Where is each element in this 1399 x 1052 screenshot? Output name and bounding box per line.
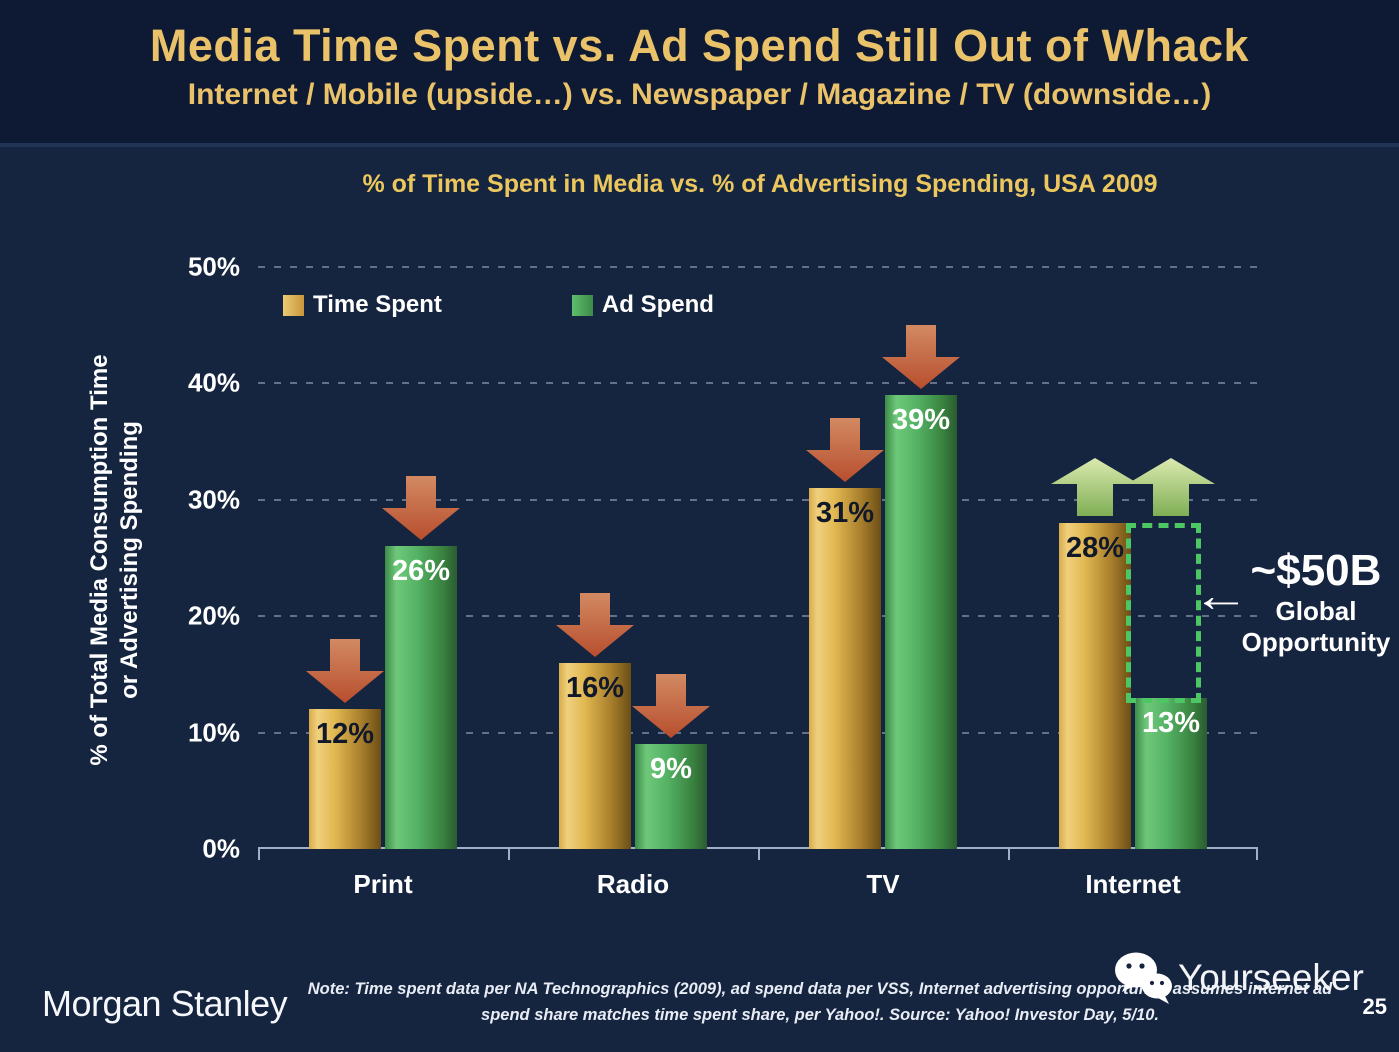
legend-label-time-spent: Time Spent [313, 291, 442, 318]
y-axis-title-line2: or Advertising Spending [116, 421, 143, 699]
page-number: 25 [1362, 994, 1387, 1019]
time-spent-swatch-icon [283, 294, 304, 316]
down-arrow-icon-radio-time-spent [556, 592, 634, 662]
arrow-Radio-0 [556, 592, 634, 657]
slide-header: Media Time Spent vs. Ad Spend Still Out … [0, 0, 1399, 147]
arrow-Internet-0 [1051, 458, 1139, 517]
chart-title: % of Time Spent in Media vs. % of Advert… [362, 170, 1158, 198]
down-arrow-icon-radio-ad-spend [632, 674, 710, 743]
annotation-value: ~$50B [1250, 546, 1382, 595]
y-tick-label-10: 10% [187, 717, 240, 748]
arrow-Print-0 [306, 639, 384, 704]
x-category-label-internet: Internet [1085, 869, 1181, 899]
ad-spend-swatch-icon [571, 294, 593, 316]
y-tick-label-50: 50% [187, 251, 240, 282]
x-category-label-tv: TV [866, 869, 900, 899]
arrow-Print-1 [382, 476, 460, 541]
up-arrow-icon-internet-time-spent [1051, 458, 1139, 521]
global-opportunity-annotation: ~$50B Global Opportunity [1238, 546, 1394, 658]
bar-print-time-spent: 12% [309, 709, 381, 849]
opportunity-gap-box [1126, 523, 1201, 703]
bar-value-label-internet-ad-spend: 13% [1141, 706, 1201, 739]
legend-item-time-spent: Time Spent [283, 291, 442, 319]
gridline-20 [258, 615, 1258, 618]
down-arrow-icon-print-time-spent [306, 639, 384, 708]
annotation-label-line2: Opportunity [1241, 627, 1391, 657]
source-note-line2: spend share matches time spent share, pe… [481, 1006, 1159, 1024]
wechat-icon [1115, 952, 1172, 1004]
x-axis-tick-0 [258, 847, 260, 860]
bar-print-ad-spend: 26% [385, 546, 457, 849]
legend-item-ad-spend: Ad Spend [571, 291, 714, 319]
x-axis-tick-2 [758, 847, 760, 860]
bar-value-label-internet-time-spent: 28% [1065, 532, 1125, 565]
bar-value-label-radio-time-spent: 16% [565, 671, 625, 704]
bar-value-label-tv-time-spent: 31% [815, 497, 875, 530]
y-tick-label-30: 30% [187, 484, 240, 515]
gridline-10 [258, 731, 1258, 734]
chart-legend: Time Spent Ad Spend [283, 291, 714, 319]
bar-value-label-radio-ad-spend: 9% [650, 753, 692, 786]
y-axis-title: % of Total Media Consumption Time or Adv… [85, 354, 145, 765]
slide-title: Media Time Spent vs. Ad Spend Still Out … [149, 20, 1250, 71]
y-tick-label-0: 0% [202, 833, 240, 864]
gridline-30 [258, 498, 1258, 501]
bar-internet-ad-spend: 13% [1135, 697, 1207, 849]
x-axis-tick-4 [1256, 847, 1258, 860]
gridline-40 [258, 382, 1258, 385]
y-tick-label-20: 20% [187, 600, 240, 631]
arrow-Radio-1 [632, 674, 710, 739]
watermark: Yourseeker [1112, 950, 1364, 1006]
annotation-label-line1: Global [1275, 596, 1357, 626]
x-axis-tick-3 [1008, 847, 1010, 860]
x-axis-tick-1 [508, 847, 510, 860]
gridline-50 [258, 266, 1258, 268]
source-note-line1: Note: Time spent data per NA Technograph… [307, 980, 1333, 998]
bar-tv-ad-spend: 39% [885, 395, 957, 849]
arrow-Internet-1 [1127, 458, 1215, 517]
bar-value-label-print-ad-spend: 26% [391, 555, 451, 588]
plot-area: Time Spent Ad Spend 0% 10% 20% 30% 40% 50% 12%… [188, 252, 1258, 899]
slide-subtitle: Internet / Mobile (upside…) vs. Newspape… [187, 78, 1212, 111]
left-arrow-icon: ← [1192, 569, 1250, 621]
x-category-label-print: Print [353, 869, 413, 899]
bar-internet-time-spent: 28% [1059, 523, 1131, 849]
y-axis-title-line1: % of Total Media Consumption Time [86, 354, 113, 766]
bar-radio-ad-spend: 9% [635, 744, 707, 849]
arrow-TV-0 [806, 418, 884, 483]
bar-radio-time-spent: 16% [559, 662, 631, 849]
down-arrow-icon-print-ad-spend [382, 476, 460, 545]
x-category-label-radio: Radio [596, 869, 670, 899]
arrow-TV-1 [882, 325, 960, 390]
down-arrow-icon-tv-ad-spend [882, 325, 960, 394]
watermark-text: Yourseeker [1178, 957, 1364, 998]
legend-label-ad-spend: Ad Spend [601, 291, 714, 318]
bar-tv-time-spent: 31% [809, 488, 881, 849]
source-note: Note: Time spent data per NA Technograph… [300, 976, 1340, 1028]
up-arrow-icon-internet-ad-spend [1127, 458, 1215, 521]
bar-value-label-tv-ad-spend: 39% [891, 404, 951, 437]
y-tick-label-40: 40% [187, 367, 240, 398]
bar-value-label-print-time-spent: 12% [315, 718, 375, 751]
down-arrow-icon-tv-time-spent [806, 418, 884, 487]
morgan-stanley-logo: Morgan Stanley [42, 983, 288, 1024]
